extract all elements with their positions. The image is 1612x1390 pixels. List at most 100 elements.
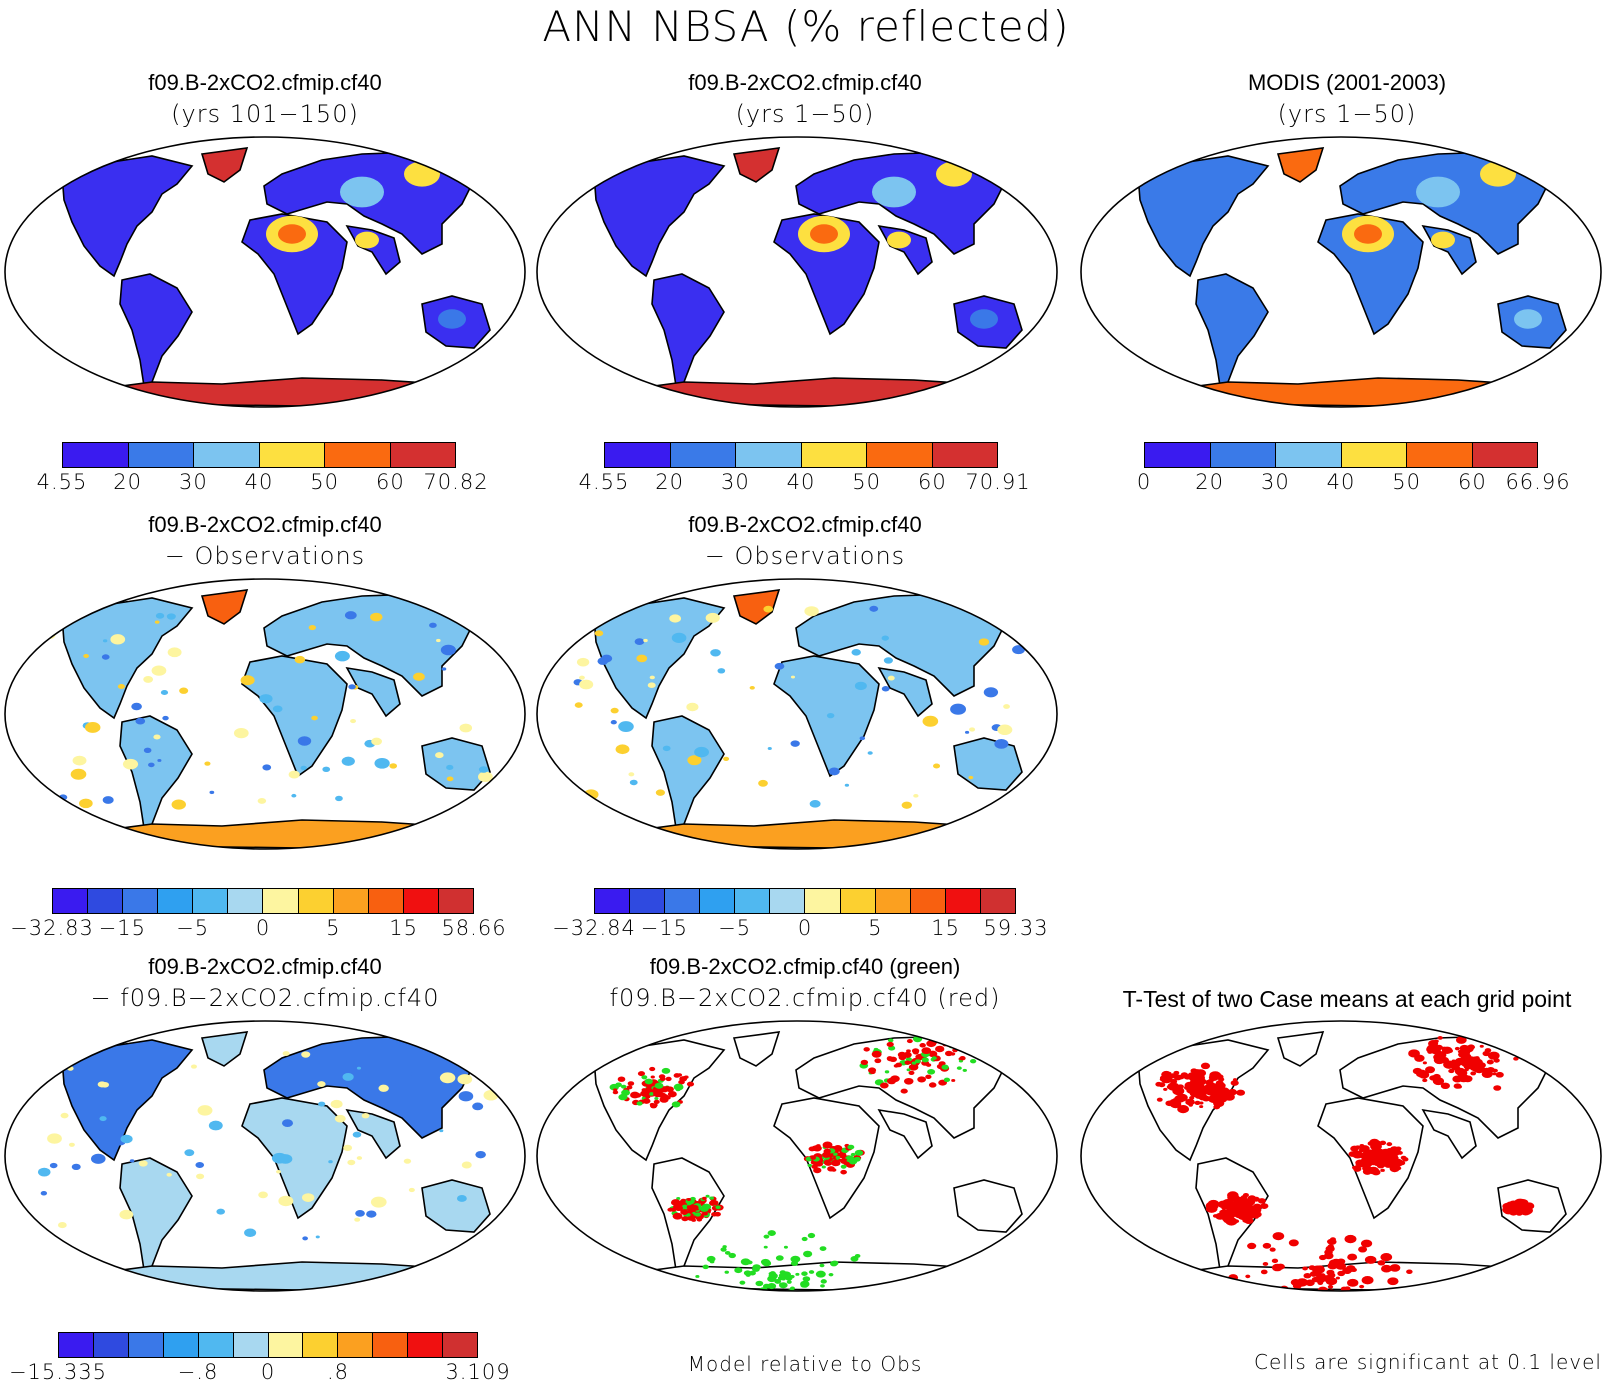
colorbar-swatch bbox=[1211, 443, 1277, 467]
significant-cell bbox=[1167, 1085, 1173, 1089]
panel-title: f09.B-2xCO2.cfmip.cf40 bbox=[0, 512, 530, 538]
significant-cell bbox=[1236, 1090, 1245, 1096]
grid-cell-marker bbox=[816, 1271, 826, 1278]
desert-core-region bbox=[810, 224, 838, 244]
anomaly-patch bbox=[429, 623, 437, 628]
significant-cell bbox=[1194, 1101, 1200, 1105]
anomaly-patch bbox=[446, 765, 453, 770]
central-asia-region bbox=[872, 177, 916, 208]
colorbar-swatch bbox=[867, 443, 933, 467]
colorbar-tick-label: 58.66 bbox=[441, 916, 506, 940]
significant-cell bbox=[1480, 1045, 1484, 1048]
significant-cell bbox=[1157, 1098, 1163, 1102]
world-map bbox=[2, 576, 528, 852]
anomaly-patch bbox=[83, 654, 89, 658]
significant-cell bbox=[1222, 1212, 1228, 1216]
anomaly-patch bbox=[103, 796, 114, 804]
grid-cell-marker bbox=[880, 1082, 889, 1088]
grid-cell-marker bbox=[887, 1057, 893, 1061]
anomaly-patch bbox=[845, 784, 849, 787]
anomaly-patch bbox=[868, 751, 873, 755]
panel-title: f09.B-2xCO2.cfmip.cf40 bbox=[0, 954, 530, 980]
anomaly-patch bbox=[370, 613, 382, 622]
colorbar-swatch bbox=[260, 443, 326, 467]
significant-cell bbox=[1347, 1279, 1358, 1287]
anomaly-patch bbox=[630, 780, 638, 786]
anomaly-patch bbox=[195, 1162, 204, 1168]
grid-cell-marker bbox=[895, 1063, 902, 1068]
grid-cell-marker bbox=[945, 1051, 953, 1056]
anomaly-patch bbox=[442, 667, 447, 670]
grid-cell-marker bbox=[801, 1283, 807, 1287]
grid-cell-marker bbox=[776, 1255, 784, 1260]
panel-title: f09.B-2xCO2.cfmip.cf40 bbox=[540, 70, 1070, 96]
significant-cell bbox=[1423, 1061, 1427, 1064]
grid-cell-marker bbox=[711, 1200, 719, 1205]
significant-cell bbox=[1302, 1266, 1308, 1270]
significant-cell bbox=[1319, 1255, 1327, 1260]
grid-cell-marker bbox=[874, 1058, 881, 1063]
grid-cell-marker bbox=[951, 1079, 955, 1082]
anomaly-patch bbox=[110, 634, 125, 644]
colorbar-tick-label: 15 bbox=[931, 916, 960, 940]
anomaly-patch bbox=[153, 734, 160, 739]
panel-title: MODIS (2001-2003) bbox=[1082, 70, 1612, 96]
anomaly-patch bbox=[827, 713, 834, 718]
grid-cell-marker bbox=[725, 1271, 729, 1274]
grid-cell-marker bbox=[941, 1065, 948, 1070]
significant-cell bbox=[1408, 1049, 1420, 1057]
colorbar-tick-label: 60 bbox=[1458, 470, 1487, 494]
grid-cell-marker bbox=[641, 1075, 647, 1079]
colorbar-swatch bbox=[630, 889, 665, 913]
anomaly-patch bbox=[118, 684, 125, 689]
colorbar-swatch bbox=[700, 889, 735, 913]
colorbar-swatch bbox=[1407, 443, 1473, 467]
anomaly-patch bbox=[139, 1160, 148, 1166]
significant-cell bbox=[1229, 1197, 1234, 1200]
panel-note: Model relative to Obs bbox=[540, 1352, 1070, 1376]
grid-cell-marker bbox=[908, 1071, 914, 1075]
colorbar-swatch bbox=[199, 1333, 234, 1357]
anomaly-patch bbox=[73, 756, 87, 766]
grid-cell-marker bbox=[761, 1259, 770, 1265]
grid-cell-marker bbox=[831, 1261, 838, 1266]
colorbar-swatch bbox=[408, 1333, 443, 1357]
anomaly-patch bbox=[262, 764, 271, 770]
significant-cell bbox=[1214, 1091, 1224, 1098]
grid-cell-marker bbox=[959, 1056, 965, 1060]
anomaly-patch bbox=[343, 1073, 354, 1081]
colorbar-tick-label: −32.83 bbox=[10, 916, 94, 940]
grid-cell-marker bbox=[887, 1078, 896, 1084]
anomaly-patch bbox=[472, 1103, 483, 1111]
colorbar-swatch bbox=[94, 1333, 129, 1357]
grid-cell-marker bbox=[808, 1164, 812, 1167]
anomaly-patch bbox=[829, 768, 840, 776]
anomaly-patch bbox=[1016, 606, 1029, 615]
anomaly-patch bbox=[41, 1191, 47, 1195]
anomaly-patch bbox=[298, 736, 311, 745]
significant-cell bbox=[1177, 1105, 1189, 1113]
significant-cell bbox=[1289, 1240, 1296, 1245]
anomaly-patch bbox=[335, 796, 343, 801]
anomaly-patch bbox=[343, 1145, 352, 1151]
anomaly-patch bbox=[309, 625, 316, 630]
grid-cell-marker bbox=[913, 1050, 919, 1054]
anomaly-patch bbox=[768, 747, 772, 750]
anomaly-patch bbox=[884, 657, 893, 663]
grid-cell-marker bbox=[802, 1237, 808, 1241]
significant-cell bbox=[1336, 1277, 1340, 1280]
grid-cell-marker bbox=[822, 1165, 826, 1168]
anomaly-patch bbox=[61, 1113, 69, 1119]
grid-cell-marker bbox=[905, 1061, 911, 1065]
grid-cell-marker bbox=[944, 1078, 950, 1082]
anomaly-patch bbox=[933, 764, 940, 769]
significant-cell bbox=[1328, 1244, 1334, 1249]
panel-subtitle: − Observations bbox=[540, 542, 1070, 570]
anomaly-patch bbox=[294, 656, 305, 663]
significant-cell bbox=[1167, 1072, 1171, 1075]
significant-cell bbox=[1160, 1078, 1165, 1081]
colorbar-tick-label: 40 bbox=[787, 470, 816, 494]
grid-cell-marker bbox=[820, 1284, 825, 1287]
figure-title: ANN NBSA (% reflected) bbox=[0, 2, 1612, 51]
